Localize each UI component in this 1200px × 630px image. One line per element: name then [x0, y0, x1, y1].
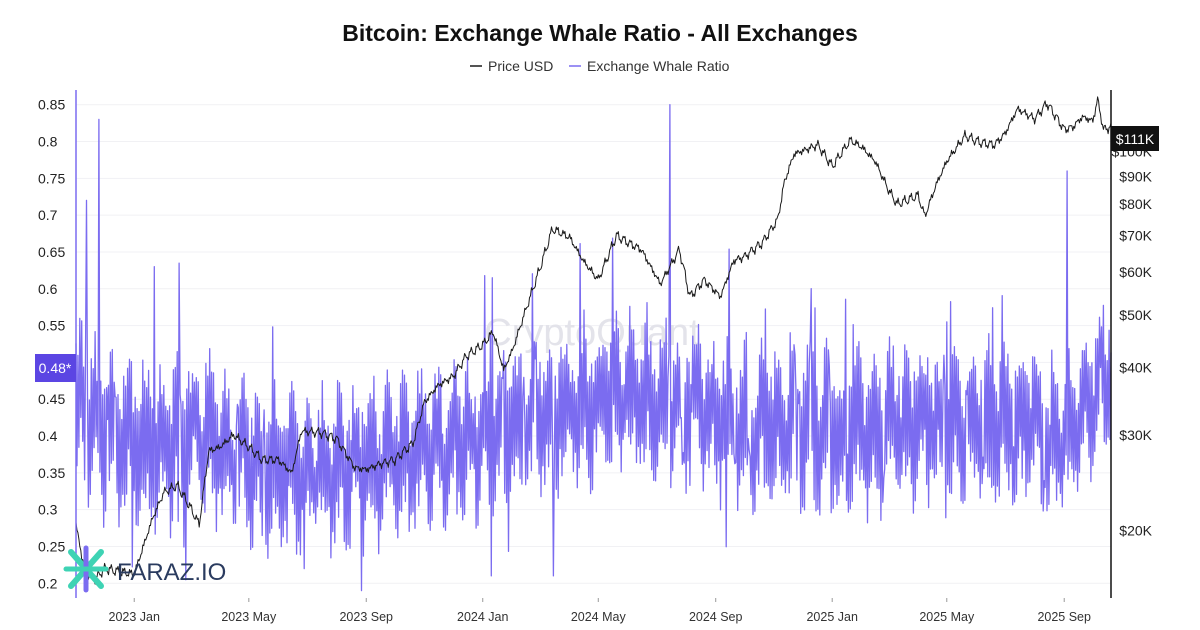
x-tick-label: 2025 Sep	[1037, 610, 1091, 624]
price-series-line	[75, 96, 1112, 585]
y-left-tick-label: 0.75	[38, 170, 65, 186]
faraz-logo-icon	[63, 545, 109, 593]
y-left-tick-label: 0.2	[38, 575, 58, 591]
y-left-tick-label: 0.45	[38, 391, 65, 407]
y-right-tick-label: $60K	[1119, 264, 1152, 280]
x-tick-label: 2024 Sep	[689, 610, 743, 624]
y-right-tick-label: $20K	[1119, 522, 1152, 538]
y-left-tick-label: 0.25	[38, 538, 65, 554]
watermark: CryptoQuant	[484, 312, 700, 354]
x-tick-label: 2023 Sep	[339, 610, 393, 624]
legend-whale-label[interactable]: Exchange Whale Ratio	[587, 58, 730, 74]
y-left-tick-label: 0.35	[38, 465, 65, 481]
y-left-tick-label: 0.3	[38, 502, 58, 518]
x-axis: 2023 Jan 2023 May 2023 Sep 2024 Jan 2024 May…	[109, 598, 1091, 624]
current-price-value: $111K	[1116, 131, 1155, 147]
current-whale-marker: 0.48*	[35, 354, 76, 382]
current-price-marker: $111K	[1111, 126, 1159, 151]
y-left-tick-label: 0.8	[38, 134, 58, 150]
y-right-tick-label: $30K	[1119, 427, 1152, 443]
y-right-tick-label: $70K	[1119, 228, 1152, 244]
current-whale-value: 0.48*	[39, 360, 72, 376]
y-left-tick-label: 0.55	[38, 318, 65, 334]
legend: Price USD Exchange Whale Ratio	[470, 58, 730, 74]
current-whale-marker-box	[35, 354, 76, 382]
whale-ratio-series-line	[75, 104, 1112, 592]
x-tick-label: 2025 May	[919, 610, 975, 624]
y-left-tick-label: 0.65	[38, 244, 65, 260]
legend-price-label[interactable]: Price USD	[488, 58, 553, 74]
x-tick-label: 2023 Jan	[109, 610, 160, 624]
y-left-tick-label: 0.85	[38, 97, 65, 113]
x-tick-label: 2024 May	[571, 610, 627, 624]
y-left-tick-label: 0.4	[38, 428, 58, 444]
faraz-logo: FARAZ.IO	[63, 545, 226, 593]
y-right-tick-label: $80K	[1119, 196, 1152, 212]
current-price-marker-box	[1111, 126, 1159, 151]
y-axis-right: $20K$30K$40K$50K$60K$70K$80K$90K$100K	[1112, 144, 1153, 539]
y-left-tick-label: 0.7	[38, 207, 58, 223]
y-axis-left: 0.20.250.30.350.40.450.50.550.60.650.70.…	[38, 97, 65, 592]
y-right-tick-label: $50K	[1119, 307, 1152, 323]
x-tick-label: 2025 Jan	[806, 610, 857, 624]
faraz-logo-text: FARAZ.IO	[117, 559, 226, 586]
x-tick-label: 2023 May	[221, 610, 277, 624]
x-tick-label: 2024 Jan	[457, 610, 508, 624]
y-right-tick-label: $40K	[1119, 359, 1152, 375]
y-right-tick-label: $90K	[1119, 169, 1152, 185]
chart-title: Bitcoin: Exchange Whale Ratio - All Exch…	[342, 20, 857, 46]
y-left-tick-label: 0.6	[38, 281, 58, 297]
